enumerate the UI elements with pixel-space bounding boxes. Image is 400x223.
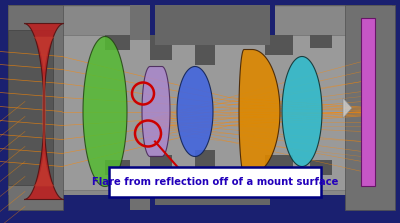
Bar xyxy=(150,155,172,175)
Bar xyxy=(195,150,215,175)
Bar xyxy=(130,185,150,210)
Bar xyxy=(155,180,270,205)
Bar xyxy=(310,35,332,48)
Text: Flare from reflection off of a mount surface: Flare from reflection off of a mount sur… xyxy=(92,177,338,187)
Bar xyxy=(105,35,130,50)
Bar xyxy=(130,5,275,40)
Bar xyxy=(392,0,400,223)
Polygon shape xyxy=(343,98,352,118)
Polygon shape xyxy=(282,56,322,167)
Bar xyxy=(0,0,8,223)
Bar xyxy=(310,160,332,175)
Bar xyxy=(265,35,293,55)
Polygon shape xyxy=(32,37,56,186)
Bar xyxy=(0,0,400,5)
Polygon shape xyxy=(24,23,64,200)
Bar xyxy=(8,5,63,210)
FancyBboxPatch shape xyxy=(109,167,321,197)
Bar xyxy=(8,30,53,185)
Bar xyxy=(8,35,378,190)
Bar xyxy=(345,5,395,210)
Bar xyxy=(150,35,172,60)
Bar xyxy=(361,18,375,186)
Polygon shape xyxy=(142,66,170,157)
Polygon shape xyxy=(83,37,127,186)
Polygon shape xyxy=(177,66,213,157)
Polygon shape xyxy=(239,50,280,173)
Bar xyxy=(155,5,270,45)
Bar xyxy=(0,195,400,223)
Bar xyxy=(265,155,293,175)
Bar xyxy=(195,35,215,65)
Bar xyxy=(130,5,150,40)
Bar xyxy=(105,160,130,175)
